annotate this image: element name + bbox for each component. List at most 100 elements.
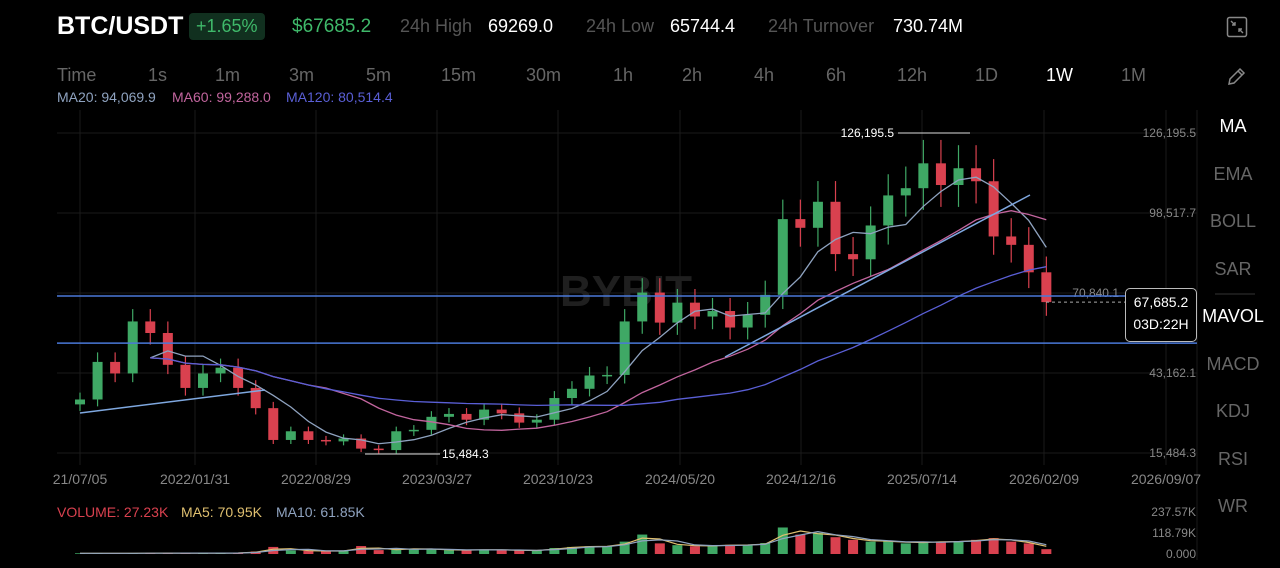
y-tick-label: 43,162.1 (1149, 366, 1196, 380)
volume-bar (619, 541, 630, 554)
candle (1041, 256, 1052, 316)
indicator-rsi[interactable]: RSI (1217, 448, 1248, 469)
indicator-kdj[interactable]: KDJ (1215, 401, 1250, 421)
volume-bar (865, 541, 876, 554)
x-tick-label: 2023/10/23 (523, 471, 593, 487)
candle-body (971, 168, 982, 182)
timeframe-12h[interactable]: 12h (897, 65, 928, 85)
candle (971, 145, 982, 204)
candle-body (654, 292, 665, 323)
candle (391, 426, 402, 454)
candle-body (566, 388, 577, 399)
volume-bar (338, 550, 349, 554)
candle-body (812, 201, 823, 228)
candle-body (1006, 236, 1017, 245)
timeframe-1m[interactable]: 1M (1121, 65, 1147, 85)
candle-body (918, 163, 929, 189)
high-label: 24h High (400, 16, 473, 36)
low-annotation: 15,484.3 (442, 447, 489, 461)
candle (988, 159, 999, 255)
bybit-watermark: BYBIT (560, 267, 692, 316)
candle-body (953, 168, 964, 186)
candle (1023, 227, 1034, 289)
candle (900, 166, 911, 217)
candle (918, 139, 929, 210)
candle (848, 237, 859, 276)
candle (75, 392, 85, 411)
volume-bar (830, 537, 841, 554)
timeframe-time[interactable]: Time (57, 65, 97, 85)
candle-body (127, 321, 138, 374)
volume-bar (988, 538, 999, 554)
candle-body (602, 374, 613, 377)
candle-body (725, 311, 736, 328)
indicator-wr[interactable]: WR (1218, 496, 1248, 516)
volume-bar (725, 544, 736, 554)
candle-body (75, 399, 85, 405)
volume-bar (637, 534, 648, 554)
volume-bar (777, 527, 788, 554)
volume-bar (356, 546, 367, 554)
indicator-ma[interactable]: MA (1219, 116, 1247, 136)
candle-body (848, 254, 859, 260)
candle (338, 434, 349, 446)
candle-body (408, 429, 419, 432)
candle-body (250, 387, 261, 409)
y-tick-label: 98,517.7 (1149, 206, 1196, 220)
candle (654, 278, 665, 335)
candle-body (338, 438, 349, 442)
high-value: 69269.0 (488, 16, 554, 36)
low-value: 65744.4 (670, 16, 736, 36)
ma120-legend: MA120: 80,514.4 (286, 89, 393, 105)
x-tick-label: 2022/01/31 (160, 471, 230, 487)
timeframe-2h[interactable]: 2h (682, 65, 703, 85)
volume-bar (303, 550, 314, 554)
candle-body (233, 367, 244, 388)
indicator-boll[interactable]: BOLL (1209, 211, 1257, 231)
x-tick-label: 2025/07/14 (887, 471, 957, 487)
candle (953, 145, 964, 207)
volume-bar (391, 549, 402, 554)
timeframe-1s[interactable]: 1s (148, 65, 168, 85)
timeframe-15m[interactable]: 15m (441, 65, 477, 85)
timeframe-30m[interactable]: 30m (526, 65, 562, 85)
timeframe-5m[interactable]: 5m (366, 65, 392, 85)
candle (145, 309, 156, 345)
volume-bar (408, 548, 419, 554)
candle-body (760, 294, 771, 315)
volume-bar (584, 546, 595, 554)
volume-bar (461, 550, 472, 554)
volume-bar (848, 539, 859, 554)
candle (320, 435, 331, 446)
y-tick-label: 70,840.1 (1072, 286, 1119, 300)
indicator-sar[interactable]: SAR (1214, 258, 1252, 279)
candle-body (320, 439, 331, 442)
timeframe-6h[interactable]: 6h (826, 65, 847, 85)
candle (110, 352, 121, 383)
candle-body (180, 364, 191, 388)
trend-line (79, 389, 266, 414)
collapse-fullscreen-icon[interactable] (1226, 16, 1248, 43)
indicator-macd[interactable]: MACD (1206, 353, 1260, 374)
high-annotation: 126,195.5 (841, 126, 895, 140)
candle-body (742, 314, 753, 328)
timeframe-1h[interactable]: 1h (613, 65, 634, 85)
timeframe-1m[interactable]: 1m (215, 65, 241, 85)
volume-bar (426, 549, 437, 554)
candle (443, 408, 454, 423)
indicator-ema[interactable]: EMA (1213, 163, 1253, 184)
volume-legend: VOLUME: 27.23K (57, 504, 169, 520)
timeframe-4h[interactable]: 4h (754, 65, 775, 85)
candle-body (988, 181, 999, 237)
candle-body (426, 416, 437, 430)
candle-body (637, 292, 648, 322)
volume-bar (795, 534, 806, 554)
candle (162, 321, 173, 375)
timeframe-3m[interactable]: 3m (289, 65, 315, 85)
timeframe-1d[interactable]: 1D (975, 65, 999, 85)
indicator-mavol[interactable]: MAVOL (1202, 306, 1264, 326)
timeframe-1w[interactable]: 1W (1046, 65, 1073, 85)
volume-bar (373, 550, 384, 554)
pencil-icon[interactable] (1225, 66, 1247, 93)
